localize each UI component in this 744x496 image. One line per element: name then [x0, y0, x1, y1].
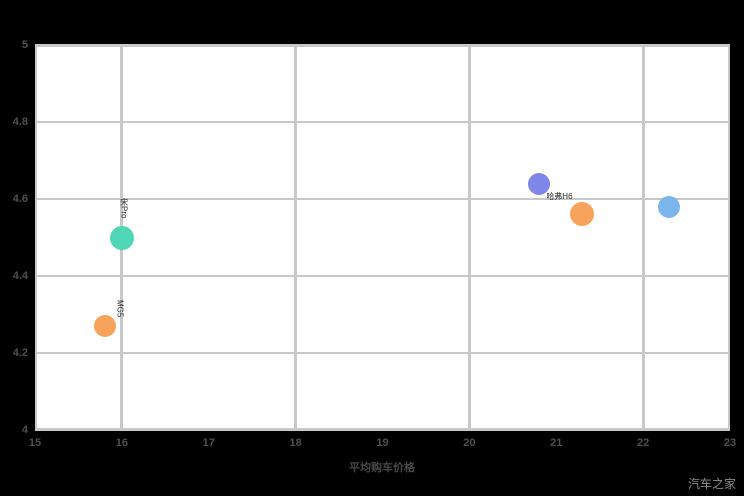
- x-gridline: [467, 45, 471, 430]
- data-point-label: MG5: [115, 300, 125, 318]
- x-axis-tick-label: 21: [550, 437, 563, 449]
- y-axis-tick-label: 4.4: [12, 270, 28, 282]
- y-gridline: [35, 44, 730, 46]
- x-axis-tick-label: 17: [202, 437, 215, 449]
- watermark-logo: 汽车之家: [687, 477, 736, 491]
- y-gridline: [35, 352, 730, 354]
- x-axis-tick-label: 16: [115, 437, 128, 449]
- data-point[interactable]: [109, 225, 134, 250]
- data-point[interactable]: [658, 195, 681, 218]
- y-axis-tick-label: 4.8: [12, 116, 28, 128]
- y-gridline: [35, 121, 730, 123]
- x-axis-tick-label: 15: [28, 437, 42, 449]
- x-axis-tick-label: 19: [376, 437, 389, 449]
- y-axis-tick-label: 4.6: [12, 193, 28, 205]
- x-axis-title: 平均购车价格: [349, 462, 415, 474]
- x-gridline: [641, 45, 645, 430]
- x-axis-tick-label: 23: [723, 437, 737, 449]
- x-gridline: [294, 45, 298, 430]
- plot-area: [35, 45, 730, 430]
- data-point[interactable]: [93, 315, 116, 338]
- y-axis-tick-label: 4: [21, 424, 28, 436]
- y-axis-tick-label: 4.2: [12, 347, 28, 359]
- y-gridline: [35, 198, 730, 200]
- y-gridline: [35, 429, 730, 431]
- x-axis-tick-label: 18: [289, 437, 302, 449]
- data-point-label: 哈弗H6: [546, 192, 573, 202]
- data-point[interactable]: [527, 172, 550, 195]
- x-axis-tick-label: 20: [463, 437, 476, 449]
- data-point-label: 宋Pro: [119, 197, 129, 218]
- y-gridline: [35, 275, 730, 277]
- y-axis-tick-label: 5: [21, 39, 28, 51]
- x-axis-tick-label: 22: [637, 437, 650, 449]
- data-point[interactable]: [570, 202, 595, 227]
